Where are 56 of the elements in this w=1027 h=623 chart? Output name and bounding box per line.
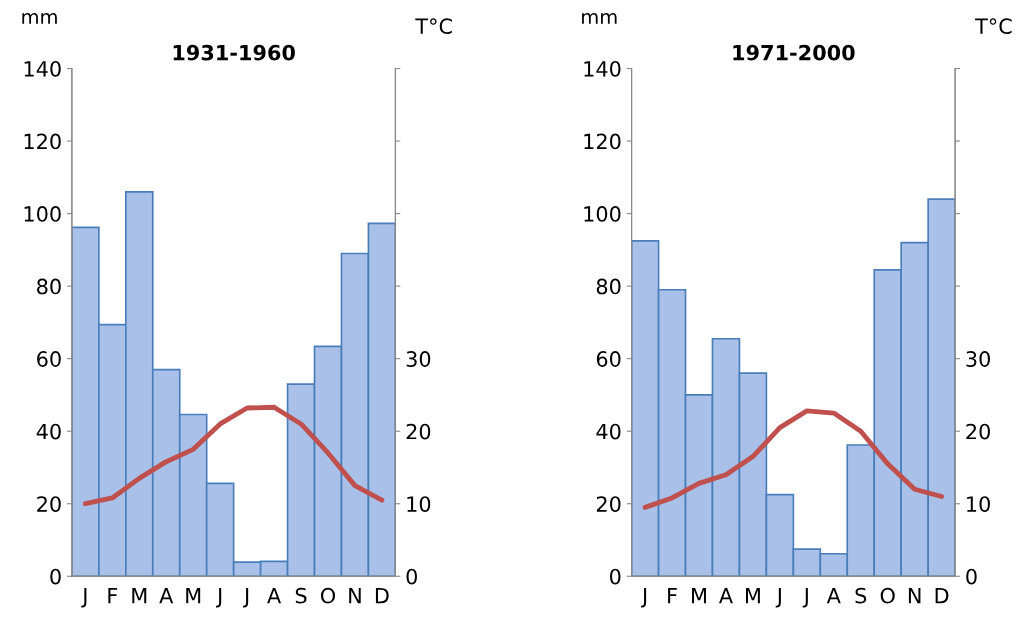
- y2-axis-title: T°C: [415, 18, 452, 35]
- y-axis-title: mm: [22, 12, 57, 24]
- x-tick-label: J: [775, 588, 781, 608]
- x-tick-label: J: [640, 588, 647, 608]
- y-tick-label: 60: [596, 351, 621, 367]
- x-tick-label: J: [242, 588, 249, 608]
- x-tick-label: N: [908, 588, 921, 604]
- x-tick-label: D: [375, 588, 389, 604]
- y-tick-label: 80: [596, 278, 621, 295]
- y-tick-label: 0: [50, 568, 61, 585]
- x-tick-label: M: [132, 588, 147, 604]
- line-series: [642, 408, 945, 510]
- y2-axis-title: T°C: [975, 18, 1012, 35]
- chart-title: 1931-1960: [173, 44, 295, 61]
- x-tick-label: F: [668, 588, 677, 604]
- y-tick-label: 0: [610, 568, 621, 585]
- y-tick-label: 80: [37, 278, 61, 295]
- chart-title: 1971-2000: [733, 44, 855, 61]
- x-tick-label: S: [855, 587, 867, 604]
- y-tick-label: 100: [584, 206, 621, 222]
- y2-tick-label: 30: [406, 351, 431, 367]
- y-tick-label: 100: [24, 206, 61, 222]
- y2-tick-label: 20: [406, 423, 431, 440]
- x-tick-label: O: [880, 587, 895, 604]
- y-tick-label: 120: [584, 133, 621, 150]
- x-tick-label: O: [320, 587, 336, 604]
- y-tick-label: 140: [584, 60, 621, 77]
- y-tick-label: 140: [24, 60, 61, 77]
- x-tick-label: F: [108, 588, 118, 604]
- line-series: [82, 404, 385, 507]
- y2-tick-label: 0: [966, 568, 977, 585]
- x-tick-label: J: [216, 588, 222, 608]
- y-axis-title: mm: [582, 12, 617, 24]
- x-tick-label: M: [692, 588, 706, 604]
- y2-tick-label: 20: [966, 423, 990, 440]
- x-tick-label: J: [802, 588, 808, 608]
- y2-tick-label: 10: [967, 496, 990, 512]
- x-tick-label: M: [745, 588, 760, 604]
- y-tick-label: 60: [37, 351, 61, 367]
- x-tick-label: D: [935, 588, 949, 604]
- y2-tick-label: 0: [406, 568, 417, 585]
- x-tick-label: A: [159, 588, 174, 604]
- x-tick-label: S: [295, 587, 307, 604]
- x-tick-label: A: [826, 588, 841, 604]
- y-tick-label: 40: [36, 423, 61, 440]
- x-tick-label: A: [719, 588, 733, 604]
- y-tick-label: 120: [24, 133, 61, 150]
- x-tick-label: N: [349, 588, 361, 604]
- y-tick-label: 20: [596, 496, 621, 512]
- y2-tick-label: 10: [407, 496, 431, 512]
- y2-tick-label: 30: [966, 351, 990, 367]
- x-tick-label: J: [81, 588, 87, 608]
- x-tick-label: M: [186, 588, 201, 604]
- x-tick-label: A: [267, 588, 282, 604]
- y-tick-label: 20: [37, 496, 61, 512]
- y-tick-label: 40: [596, 423, 621, 440]
